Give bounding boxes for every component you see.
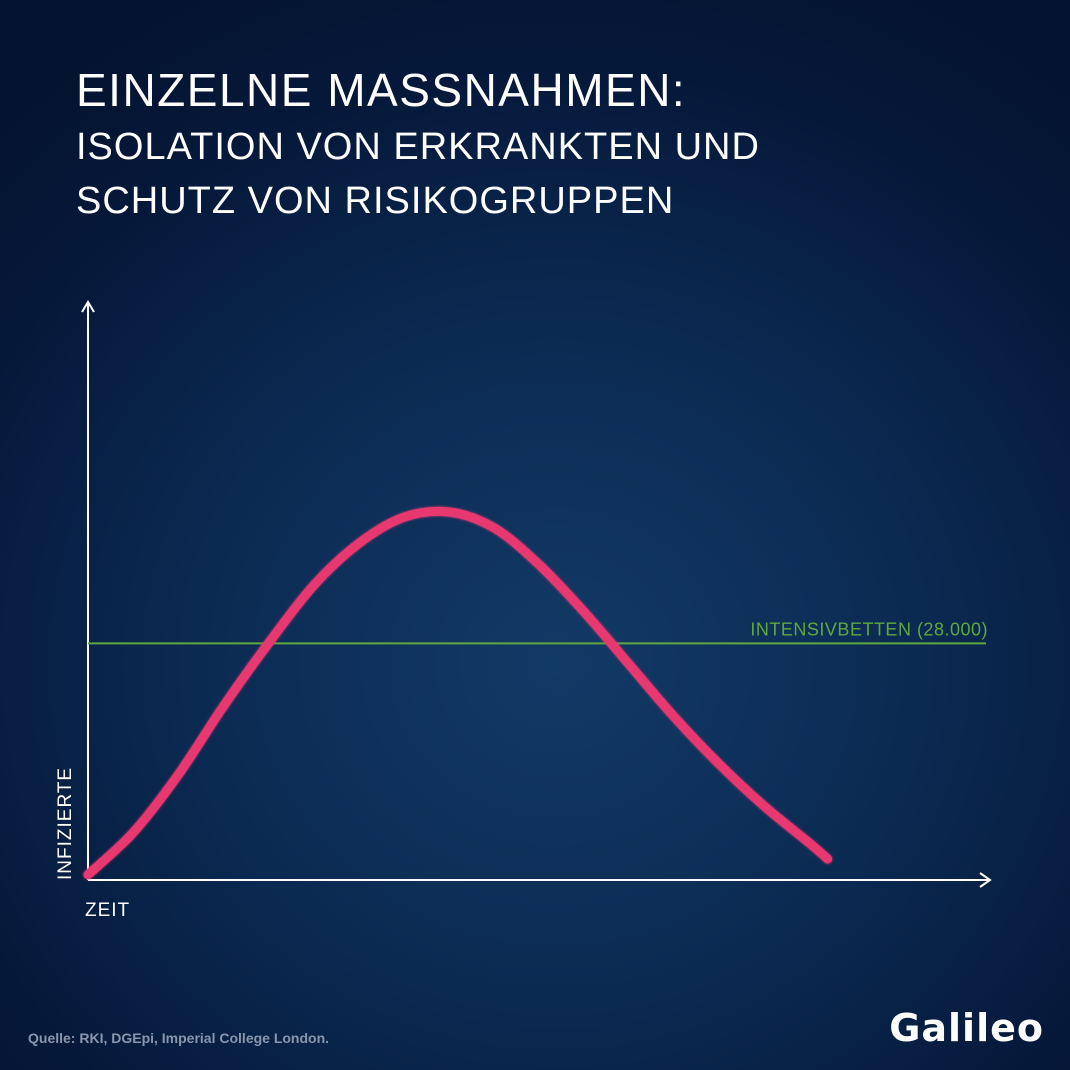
- chart-title: EINZELNE MAßNAHMEN:: [76, 64, 687, 116]
- brand-logo: Galileo: [889, 1006, 1044, 1050]
- threshold-label: INTENSIVBETTEN (28.000): [750, 619, 988, 639]
- source-note: Quelle: RKI, DGEpi, Imperial College Lon…: [28, 1030, 330, 1046]
- title-block: EINZELNE MAßNAHMEN: ISOLATION VON ERKRAN…: [76, 62, 1036, 226]
- x-axis-label: ZEIT: [85, 900, 130, 921]
- series-line-0: [83, 506, 833, 880]
- chart-subtitle-line-2: SCHUTZ VON RISIKOGRUPPEN: [76, 180, 675, 222]
- x-axis-arrow-icon: [979, 872, 992, 888]
- chart-subtitle-line-1: ISOLATION VON ERKRANKTEN UND: [76, 126, 760, 168]
- y-axis-label: INFIZIERTE: [55, 767, 76, 880]
- y-axis-arrow-icon: [81, 300, 95, 313]
